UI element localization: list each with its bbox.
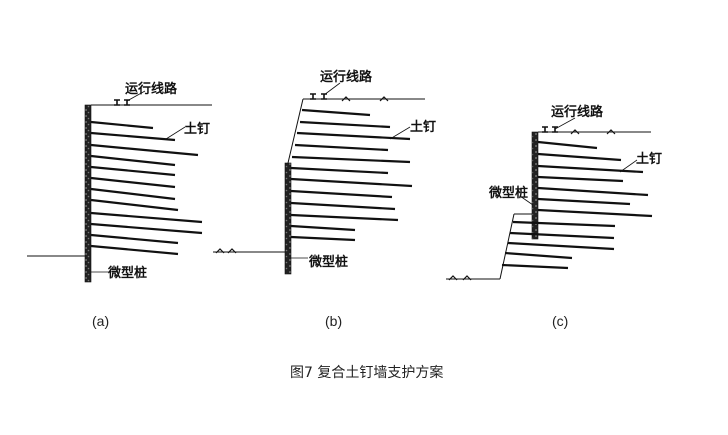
soil-nail	[90, 211, 203, 224]
soil-nail-leader	[619, 159, 638, 173]
ground-mark-icon	[448, 275, 458, 281]
soil-nail	[537, 175, 624, 183]
track-leader	[126, 90, 146, 102]
soil-nail	[90, 176, 176, 189]
micro-pile	[284, 162, 292, 275]
soil-nail	[290, 201, 396, 211]
panel-b	[213, 82, 425, 275]
ground-mark-icon	[227, 248, 237, 254]
ground-mark-icon	[570, 129, 580, 135]
soil-nail	[90, 143, 199, 157]
slope-face	[287, 98, 304, 164]
soil-nail	[296, 131, 411, 141]
soil-nail	[537, 140, 598, 150]
soil-nail	[290, 189, 393, 199]
micro-pile-label-b: 微型桩	[308, 254, 348, 270]
soil-nail	[537, 208, 653, 218]
track-label-c: 运行线路	[551, 104, 604, 120]
soil-nail	[90, 244, 179, 256]
soil-nail	[512, 220, 616, 228]
soil-nail	[294, 143, 389, 152]
ground-mark-icon	[606, 129, 616, 135]
rail-icon	[310, 93, 316, 100]
soil-nail	[537, 197, 631, 206]
micro-pile	[531, 131, 539, 240]
soil-nail-label-a: 土钉	[184, 121, 210, 137]
ground-mark-icon	[462, 275, 472, 281]
soil-nail	[537, 164, 644, 174]
soil-nail	[290, 235, 356, 242]
rail-icon	[542, 126, 548, 133]
caption-a: (a)	[92, 313, 109, 329]
soil-nail	[90, 131, 176, 142]
soil-nail	[507, 241, 615, 251]
panel-c	[446, 117, 653, 281]
figure-title: 图7 复合土钉墙支护方案	[290, 364, 443, 381]
panel-a	[27, 90, 212, 283]
micro-pile-label-c: 微型桩	[488, 185, 528, 201]
ground-mark-icon	[215, 248, 225, 254]
caption-b: (b)	[325, 313, 342, 329]
soil-nail	[299, 120, 391, 129]
rail-icon	[114, 99, 120, 106]
soil-nail	[90, 120, 154, 130]
soil-nail	[90, 233, 179, 245]
ground-mark-icon	[341, 96, 351, 102]
soil-nail	[504, 251, 573, 260]
slope-face	[499, 213, 515, 280]
soil-nail-leader	[389, 126, 411, 140]
soil-nail-label-b: 土钉	[410, 119, 436, 135]
micro-pile-label-a: 微型桩	[107, 265, 147, 281]
soil-nail-label-c: 土钉	[636, 151, 662, 167]
micro-pile	[84, 104, 92, 283]
ground-mark-icon	[379, 96, 389, 102]
soil-nail	[537, 152, 622, 162]
soil-nail	[537, 186, 649, 197]
soil-nail	[301, 108, 371, 117]
track-label-b: 运行线路	[320, 69, 373, 85]
caption-c: (c)	[552, 313, 568, 329]
soil-nail	[290, 224, 356, 232]
soil-nail	[290, 177, 413, 188]
micro-pile-leader	[519, 195, 534, 206]
soil-nail	[290, 166, 389, 175]
soil-nail	[290, 213, 399, 222]
soil-nail	[90, 187, 176, 201]
track-leader	[323, 82, 341, 96]
soil-nail	[509, 231, 615, 240]
track-leader	[554, 117, 576, 130]
soil-nail	[90, 198, 179, 212]
track-label-a: 运行线路	[125, 81, 178, 97]
rail-icon	[552, 126, 558, 133]
soil-nail	[291, 155, 411, 164]
soil-nail	[90, 222, 203, 235]
soil-nail-leader	[165, 126, 186, 140]
soil-nail	[90, 154, 176, 167]
soil-nail	[90, 165, 176, 177]
soil-nail	[501, 263, 569, 270]
